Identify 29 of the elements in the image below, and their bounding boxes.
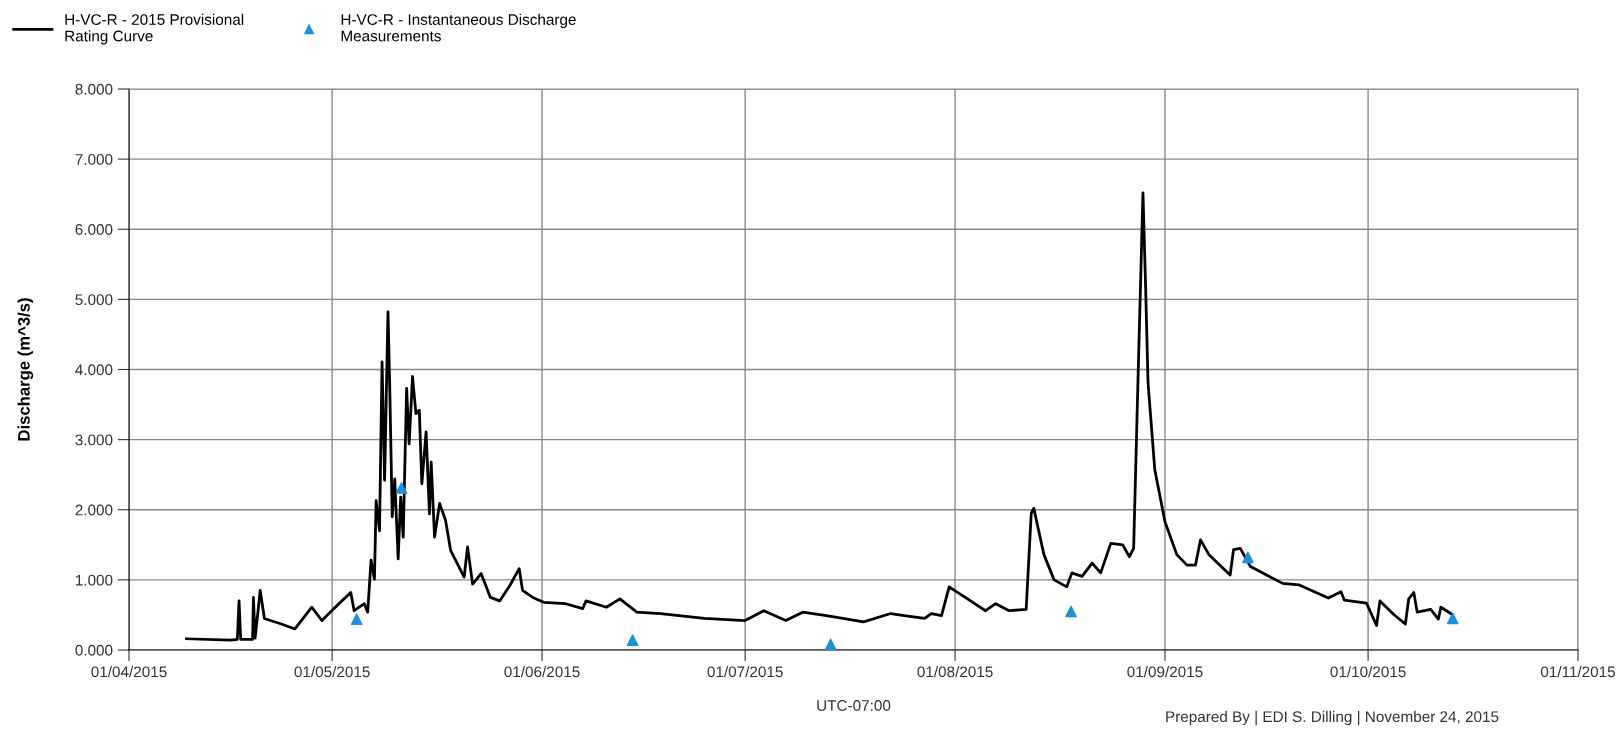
- point: [1065, 605, 1077, 618]
- point: [395, 482, 408, 494]
- x-tick-label: 01/09/2015: [1127, 665, 1203, 678]
- x-tick-label: 01/04/2015: [91, 665, 167, 678]
- x-tick-label: 01/11/2015: [1540, 665, 1616, 678]
- point: [1446, 612, 1459, 625]
- point: [626, 634, 639, 647]
- point: [350, 613, 363, 625]
- point: [824, 638, 837, 650]
- y-tick-label: 1.000: [75, 574, 113, 586]
- x-tick-label: 01/05/2015: [294, 665, 370, 678]
- legend-label: H-VC-R - Instantaneous Discharge Measurements: [341, 13, 576, 42]
- y-tick-label: 6.000: [75, 224, 113, 235]
- y-tick-label: 4.000: [75, 364, 113, 376]
- x-tick-label: 01/08/2015: [917, 665, 993, 678]
- x-axis-title: UTC-07:00: [817, 700, 891, 711]
- y-tick-label: 7.000: [75, 153, 113, 165]
- point: [1242, 551, 1254, 564]
- text: Prepared By | EDI S. Dilling | November 24, 2015: [1166, 710, 1499, 726]
- y-tick-label: 0.000: [75, 644, 113, 656]
- x-tick-label: 01/06/2015: [504, 665, 580, 678]
- y-tick-label: 2.000: [75, 504, 113, 516]
- x-tick-label: 01/10/2015: [1330, 665, 1406, 678]
- x-tick-label: 01/07/2015: [707, 665, 783, 678]
- y-axis-title: Discharge (m^3/s): [17, 298, 34, 441]
- y-tick-label: 8.000: [75, 83, 113, 95]
- y-tick-label: 5.000: [75, 294, 113, 306]
- legend-label: H-VC-R - 2015 Provisional Rating Curve: [65, 13, 244, 45]
- y-tick-label: 3.000: [75, 434, 113, 446]
